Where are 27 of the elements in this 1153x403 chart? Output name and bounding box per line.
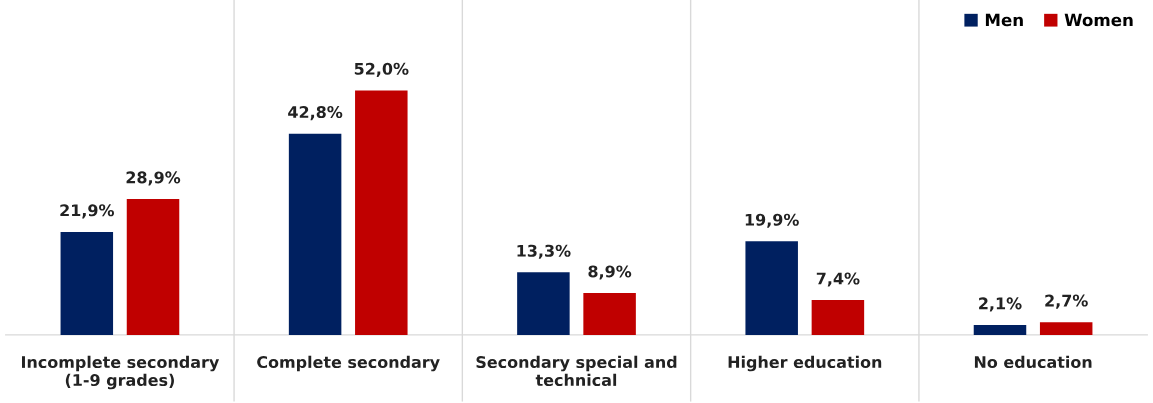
- data-label: 52,0%: [354, 62, 409, 77]
- x-tick-label: Higher education: [728, 355, 882, 372]
- data-label: 8,9%: [588, 265, 632, 280]
- x-tick-label: Incomplete secondary (1-9 grades): [21, 355, 220, 390]
- bar: [60, 231, 114, 335]
- data-label: 7,4%: [816, 272, 860, 287]
- legend-label: Women: [1064, 13, 1133, 27]
- bar: [288, 133, 342, 335]
- bar: [517, 272, 570, 335]
- data-label: 19,9%: [745, 213, 799, 228]
- x-tick-label: Complete secondary: [257, 355, 440, 372]
- bar: [1039, 322, 1093, 335]
- x-tick-label: No education: [974, 355, 1092, 369]
- bar: [811, 300, 865, 335]
- x-tick-label: Secondary special and technical: [476, 355, 677, 387]
- bar: [745, 241, 798, 335]
- bar: [583, 293, 636, 335]
- legend-label: Men: [985, 13, 1023, 27]
- data-label: 42,8%: [288, 106, 343, 121]
- data-label: 2,1%: [979, 297, 1022, 312]
- bar: [355, 90, 408, 335]
- data-label: 13,3%: [517, 244, 571, 259]
- bar: [126, 199, 180, 335]
- data-label: 2,7%: [1045, 294, 1088, 309]
- bar: [973, 325, 1027, 335]
- data-label: 21,9%: [60, 204, 115, 219]
- data-label: 28,9%: [126, 171, 181, 186]
